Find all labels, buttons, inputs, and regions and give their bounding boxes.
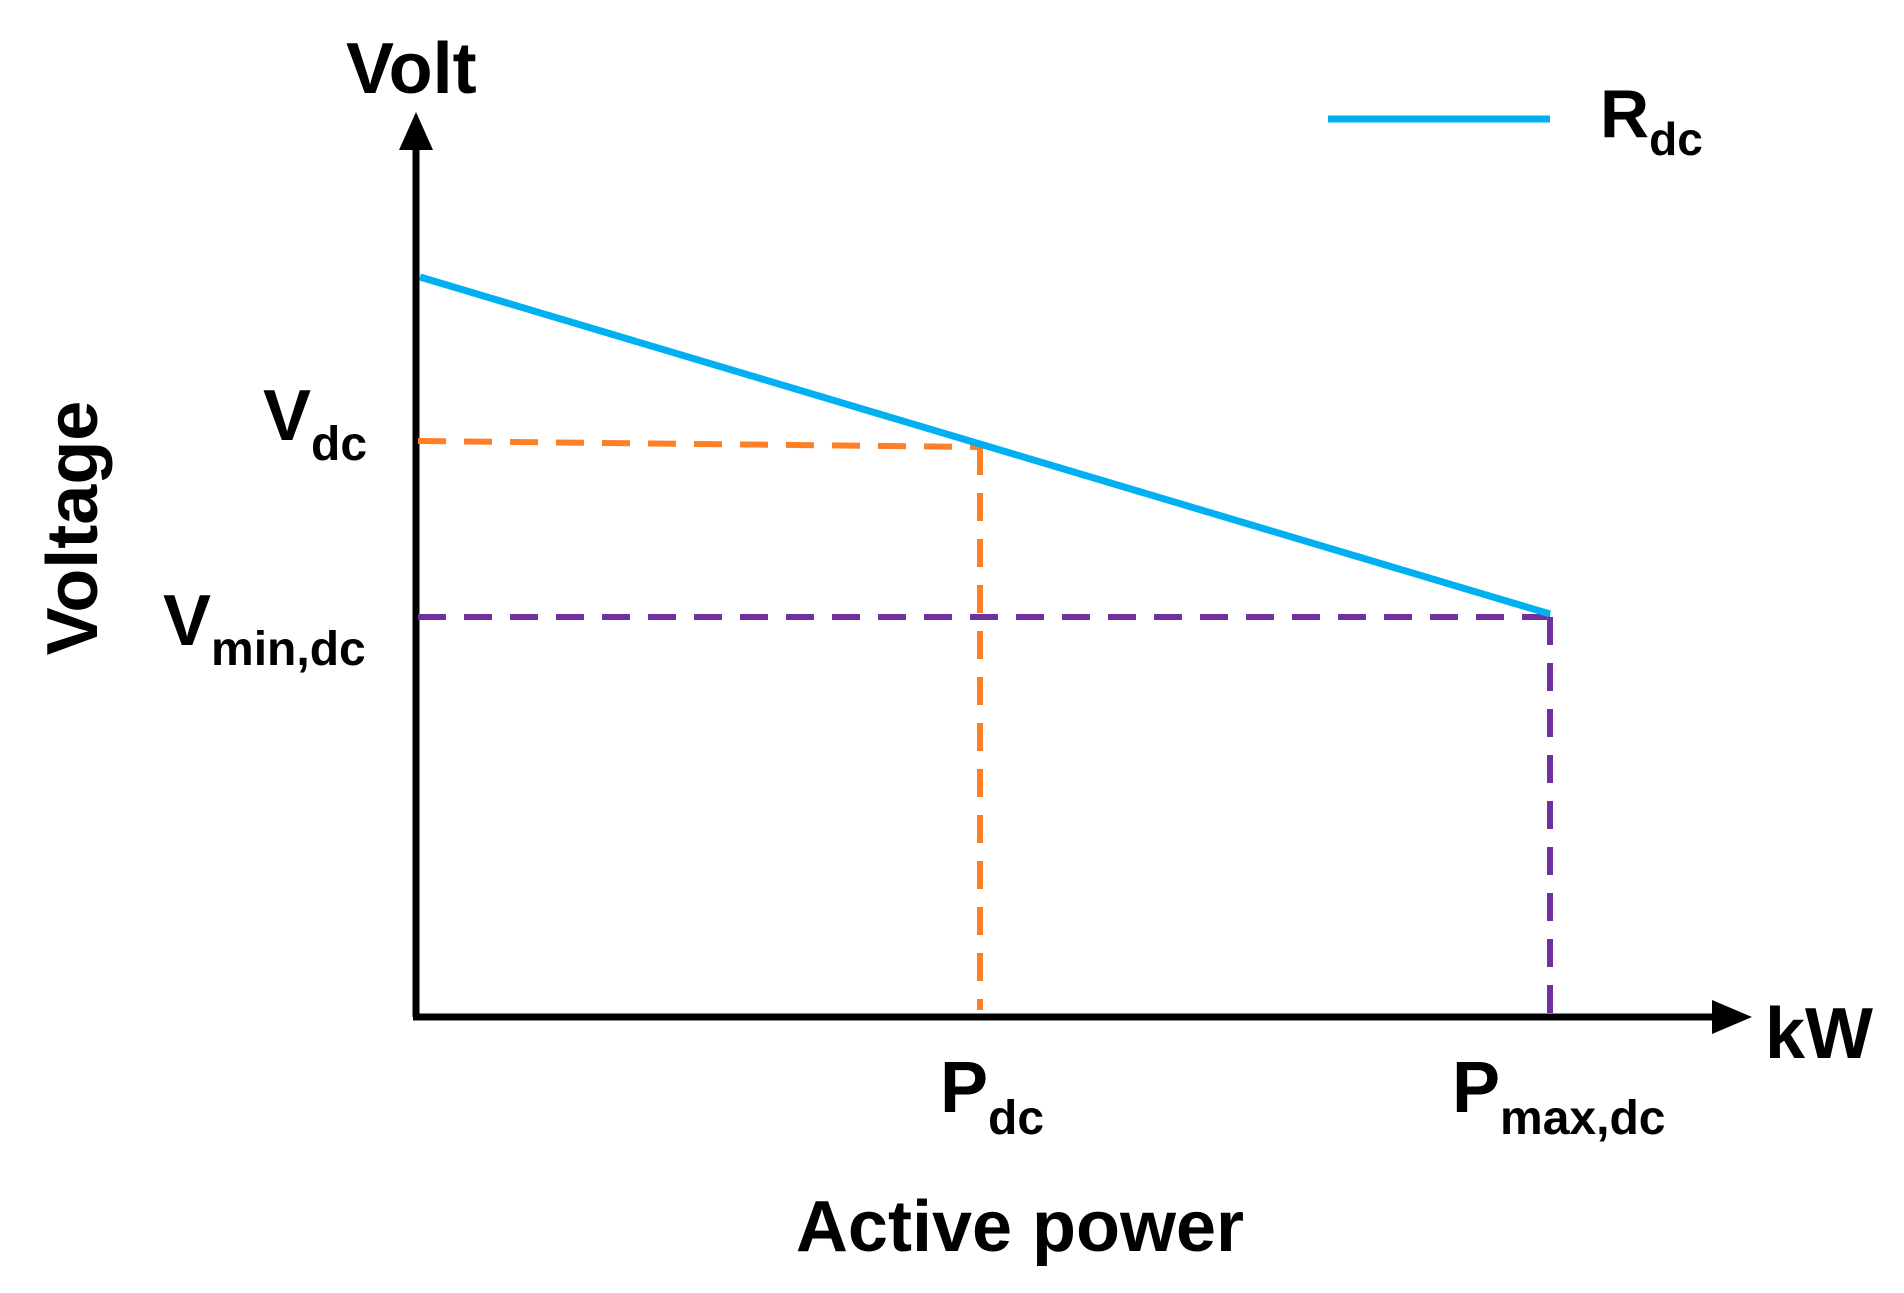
- pmax-dc-tick-label: Pmax,dc: [1452, 1048, 1665, 1145]
- rdc-droop-line: [418, 273, 1552, 618]
- vdc-guide-line: [417, 438, 981, 450]
- pdc-tick-label: Pdc: [940, 1048, 1044, 1145]
- vdc-tick-label: Vdc: [263, 376, 367, 471]
- y-axis-title: Voltage: [33, 401, 113, 656]
- y-axis-arrowhead: [399, 112, 433, 150]
- x-axis-arrowhead: [1712, 1000, 1752, 1034]
- y-axis-unit-label: Volt: [346, 29, 477, 109]
- vmin-dc-tick-label: Vmin,dc: [163, 581, 366, 676]
- legend-label: Rdc: [1600, 76, 1703, 165]
- x-axis-unit-label: kW: [1765, 994, 1873, 1074]
- x-axis-title: Active power: [796, 1187, 1244, 1267]
